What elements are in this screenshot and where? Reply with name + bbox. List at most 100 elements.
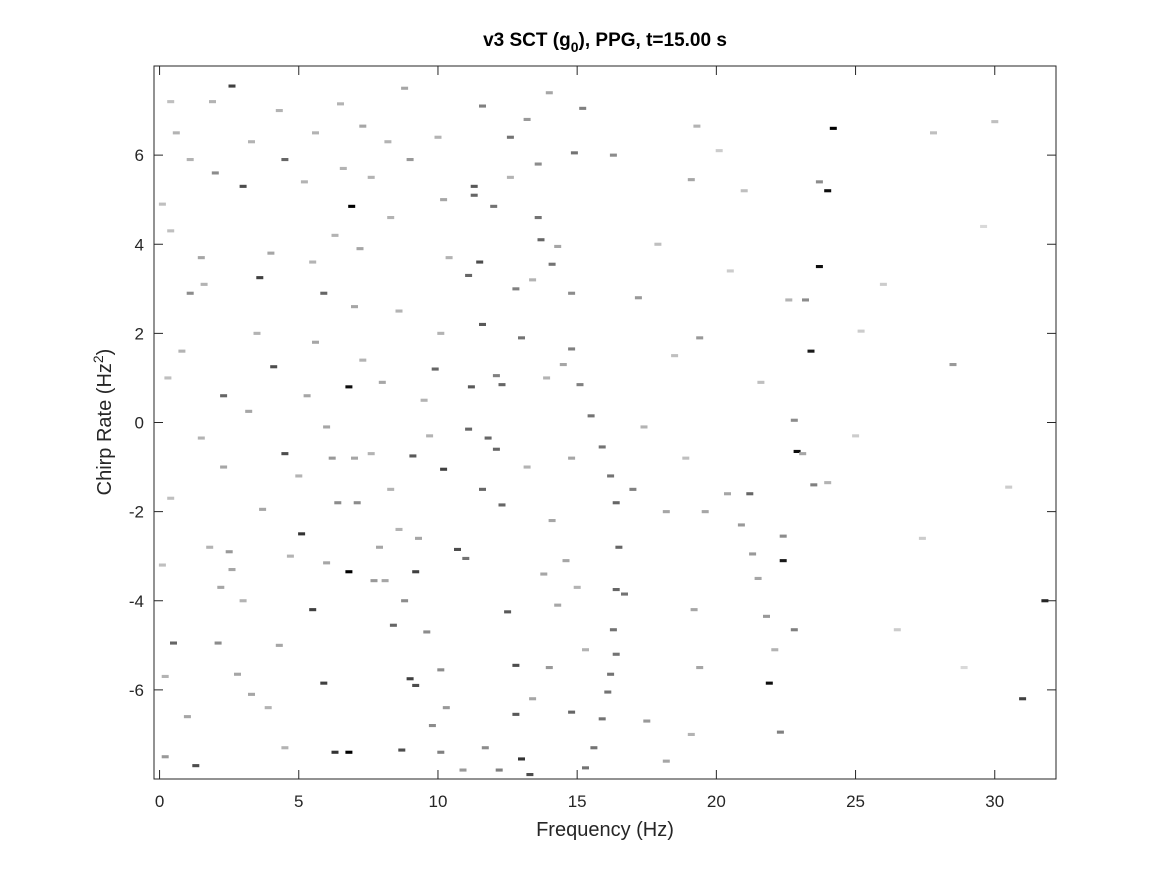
heatmap-cell <box>604 690 612 694</box>
heatmap-cell <box>671 354 679 358</box>
heatmap-cell <box>420 398 428 402</box>
heatmap-cell <box>442 706 450 710</box>
heatmap-cell <box>312 340 319 344</box>
plot-area-frame <box>153 65 1057 780</box>
heatmap-cell <box>810 483 818 487</box>
x-tick-label: 30 <box>985 792 1004 811</box>
heatmap-cell <box>690 608 698 612</box>
heatmap-cell <box>253 331 261 335</box>
heatmap-cell <box>918 536 926 540</box>
heatmap-cell <box>518 757 525 761</box>
heatmap-cell <box>434 135 442 139</box>
heatmap-cell <box>259 507 267 511</box>
heatmap-cell <box>192 764 200 768</box>
heatmap-cell <box>495 768 503 772</box>
heatmap-cell <box>570 151 578 155</box>
heatmap-cell <box>484 436 492 440</box>
heatmap-cell <box>345 570 353 574</box>
heatmap-cell <box>401 599 409 603</box>
heatmap-cell <box>790 628 798 632</box>
heatmap-cell <box>615 545 623 549</box>
heatmap-cell <box>161 755 169 759</box>
heatmap-cell <box>634 296 642 300</box>
heatmap-cell <box>206 545 214 549</box>
heatmap-cell <box>270 365 278 369</box>
heatmap-cell <box>423 630 431 634</box>
heatmap-cell <box>200 282 208 286</box>
heatmap-cell <box>1041 599 1049 603</box>
heatmap-cell <box>406 158 414 162</box>
heatmap-cell <box>481 746 489 750</box>
heatmap-cell <box>353 501 361 505</box>
heatmap-cell <box>323 425 331 429</box>
heatmap-cell <box>228 568 236 572</box>
heatmap-cell <box>239 599 247 603</box>
chart-title-prefix: v3 SCT (g <box>483 30 571 51</box>
heatmap-cell <box>815 180 823 184</box>
heatmap-cell <box>824 189 832 193</box>
heatmap-cell <box>412 683 420 687</box>
heatmap-cell <box>568 710 576 714</box>
heatmap-cell <box>161 674 169 678</box>
heatmap-cell <box>426 434 434 438</box>
heatmap-cell <box>211 171 219 175</box>
heatmap-cell <box>281 158 289 162</box>
y-tick-label: 4 <box>135 235 144 254</box>
heatmap-cell <box>345 750 353 754</box>
heatmap-cell <box>303 394 311 398</box>
heatmap-cell <box>726 269 734 273</box>
heatmap-cell <box>378 380 386 384</box>
heatmap-cell <box>696 666 704 670</box>
heatmap-cell <box>554 244 562 248</box>
heatmap-cell <box>351 456 358 460</box>
y-tick-label: -6 <box>129 681 144 700</box>
heatmap-cell <box>331 750 339 754</box>
heatmap-cell <box>370 579 378 583</box>
x-tick-label: 10 <box>429 792 448 811</box>
heatmap-cell <box>267 251 275 255</box>
heatmap-cell <box>960 666 968 670</box>
y-tick-label: 0 <box>135 414 144 433</box>
heatmap-cell <box>178 349 186 353</box>
heatmap-cell <box>776 730 784 734</box>
heatmap-cell <box>395 527 403 531</box>
heatmap-cell <box>612 501 620 505</box>
heatmap-cell <box>807 349 815 353</box>
heatmap-cell <box>980 224 988 228</box>
heatmap-cell <box>576 383 584 387</box>
heatmap-cell <box>437 331 445 335</box>
heatmap-cell <box>351 305 358 309</box>
heatmap-cell <box>765 681 773 685</box>
heatmap-cell <box>779 559 787 563</box>
heatmap-cell <box>395 309 403 313</box>
heatmap-cell <box>824 481 832 485</box>
heatmap-cell <box>172 131 180 135</box>
heatmap-cell <box>328 456 336 460</box>
heatmap-cell <box>167 100 175 104</box>
heatmap-cell <box>687 178 695 182</box>
heatmap-cell <box>217 585 225 589</box>
heatmap-cell <box>640 425 648 429</box>
x-tick-label: 0 <box>155 792 164 811</box>
heatmap-cell <box>799 452 807 456</box>
heatmap-cells <box>158 84 1049 777</box>
heatmap-cell <box>490 204 498 208</box>
heatmap-cell <box>506 135 514 139</box>
heatmap-cell <box>612 588 620 592</box>
heatmap-cell <box>479 487 486 491</box>
heatmap-cell <box>857 329 865 333</box>
heatmap-cell <box>612 652 620 656</box>
heatmap-cell <box>470 184 478 188</box>
y-tick-label: -2 <box>129 503 144 522</box>
heatmap-cell <box>345 385 353 389</box>
heatmap-cell <box>526 773 534 777</box>
heatmap-cell <box>164 376 172 380</box>
heatmap-cell <box>746 492 754 496</box>
x-tick-label: 15 <box>568 792 587 811</box>
heatmap-cell <box>409 454 417 458</box>
heatmap-cell <box>428 724 436 728</box>
heatmap-cell <box>568 456 576 460</box>
heatmap-cell <box>275 109 283 113</box>
chart-title-suffix: ), PPG, t=15.00 s <box>579 30 727 51</box>
